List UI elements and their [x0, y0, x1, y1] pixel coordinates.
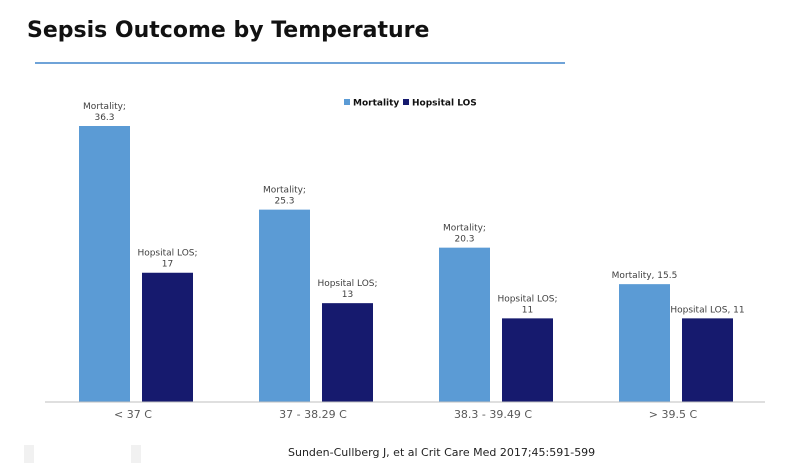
corner-mark-left — [24, 445, 34, 463]
title-underline — [35, 62, 565, 64]
data-label-hospital-los-2: 13 — [342, 290, 353, 300]
legend-swatch-hospital-los — [403, 99, 409, 105]
bar-hospital-los-4 — [682, 318, 733, 402]
legend-swatch-mortality — [344, 99, 350, 105]
legend-label-hospital-los: Hopsital LOS — [412, 99, 477, 109]
bar-mortality-4 — [619, 284, 670, 402]
data-label-mortality-3: Mortality; — [443, 224, 486, 234]
data-label-hospital-los-1: 17 — [162, 260, 173, 270]
data-label-mortality-2: Mortality; — [263, 186, 306, 196]
data-label-hospital-los-4: Hopsital LOS, 11 — [670, 305, 744, 315]
bar-mortality-3 — [439, 247, 490, 402]
x-tick-label-2: 37 - 38.29 C — [279, 408, 347, 421]
data-label-mortality-3: 20.3 — [454, 235, 474, 245]
bar-mortality-1 — [79, 126, 130, 402]
corner-mark-right — [131, 445, 141, 463]
data-label-mortality-1: Mortality; — [83, 102, 126, 112]
data-label-hospital-los-3: 11 — [522, 305, 533, 315]
legend-label-mortality: Mortality — [353, 99, 399, 109]
bar-mortality-2 — [259, 209, 310, 402]
x-tick-label-1: < 37 C — [114, 408, 152, 421]
data-label-mortality-2: 25.3 — [274, 197, 294, 207]
data-label-mortality-4: Mortality, 15.5 — [612, 271, 678, 281]
x-tick-label-4: > 39.5 C — [649, 408, 698, 421]
data-label-hospital-los-1: Hopsital LOS; — [137, 249, 197, 259]
x-tick-label-3: 38.3 - 39.49 C — [454, 408, 532, 421]
data-label-mortality-1: 36.3 — [94, 113, 114, 123]
bar-hospital-los-3 — [502, 318, 553, 402]
data-label-hospital-los-3: Hopsital LOS; — [497, 294, 557, 304]
bar-hospital-los-1 — [142, 272, 193, 402]
bar-hospital-los-2 — [322, 303, 373, 402]
data-label-hospital-los-2: Hopsital LOS; — [317, 279, 377, 289]
page-title: Sepsis Outcome by Temperature — [27, 18, 430, 43]
citation: Sunden-Cullberg J, et al Crit Care Med 2… — [288, 446, 596, 459]
